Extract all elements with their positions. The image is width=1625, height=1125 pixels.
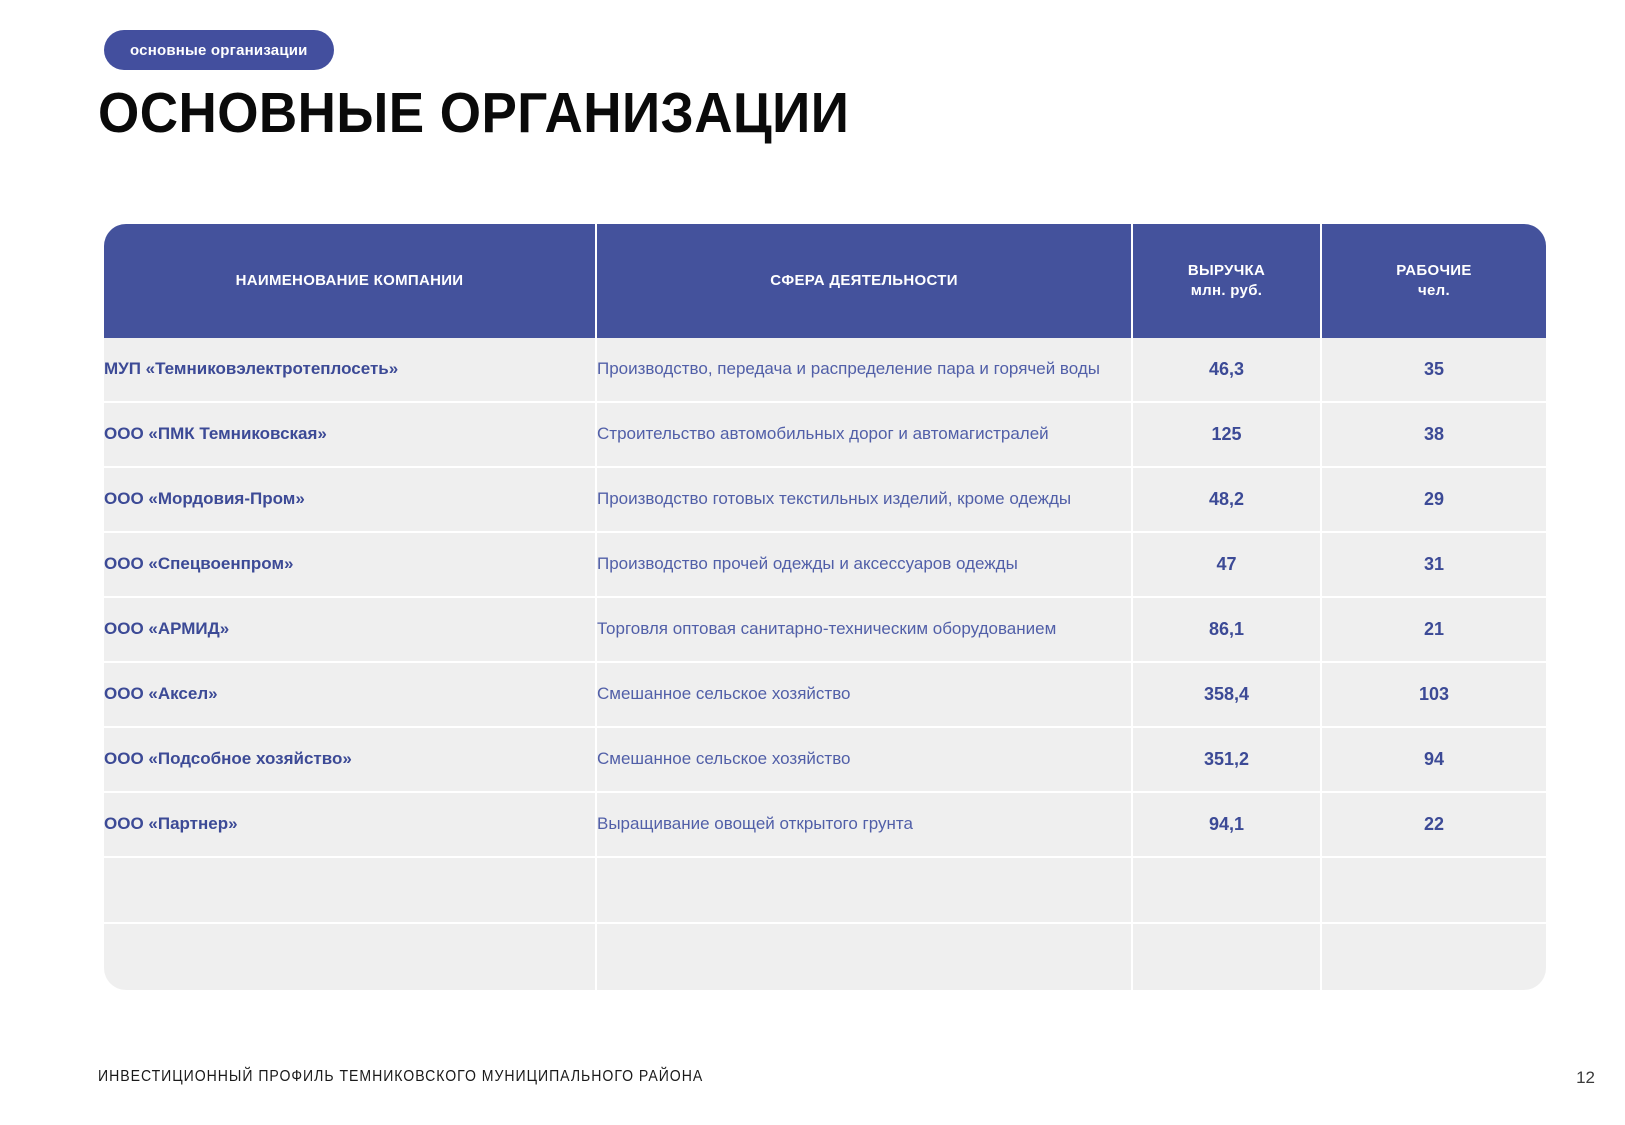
page-number: 12	[1576, 1068, 1595, 1087]
organizations-table: НАИМЕНОВАНИЕ КОМПАНИИ СФЕРА ДЕЯТЕЛЬНОСТИ…	[104, 224, 1546, 990]
cell-workers: 29	[1322, 468, 1546, 533]
cell-company: МУП «Темниковэлектротеплосеть»	[104, 338, 597, 403]
column-header-revenue-title: ВЫРУЧКА	[1187, 261, 1266, 279]
table-row: ООО «Подсобное хозяйство» Смешанное сельс…	[104, 728, 1546, 793]
column-header-workers-unit: чел.	[1418, 282, 1450, 299]
cell-revenue: 46,3	[1133, 338, 1322, 403]
column-header-workers: РАБОЧИЕ чел.	[1322, 224, 1546, 338]
cell-revenue: 94,1	[1133, 793, 1322, 858]
cell-company: ООО «ПМК Темниковская»	[104, 403, 597, 468]
cell-company: ООО «АРМИД»	[104, 598, 597, 663]
column-header-workers-title: РАБОЧИЕ	[1396, 261, 1472, 279]
cell-company: ООО «Подсобное хозяйство»	[104, 728, 597, 793]
cell-company	[104, 924, 597, 990]
cell-sphere	[597, 924, 1133, 990]
cell-workers: 22	[1322, 793, 1546, 858]
table-row: ООО «ПМК Темниковская» Строительство авто…	[104, 403, 1546, 468]
cell-sphere: Торговля оптовая санитарно-техническим о…	[597, 598, 1133, 663]
cell-workers: 35	[1322, 338, 1546, 403]
cell-workers: 38	[1322, 403, 1546, 468]
cell-revenue: 47	[1133, 533, 1322, 598]
section-badge: основные организации	[104, 30, 334, 70]
footer-document-title: ИНВЕСТИЦИОННЫЙ ПРОФИЛЬ ТЕМНИКОВСКОГО МУН…	[98, 1068, 704, 1085]
cell-revenue: 125	[1133, 403, 1322, 468]
cell-company: ООО «Партнер»	[104, 793, 597, 858]
cell-company: ООО «Мордовия-Пром»	[104, 468, 597, 533]
table-row: ООО «Мордовия-Пром» Производство готовых …	[104, 468, 1546, 533]
cell-sphere	[597, 858, 1133, 924]
column-header-company: НАИМЕНОВАНИЕ КОМПАНИИ	[104, 224, 597, 338]
cell-sphere: Производство готовых текстильных изделий…	[597, 468, 1133, 533]
cell-revenue: 358,4	[1133, 663, 1322, 728]
table-row: МУП «Темниковэлектротеплосеть» Производст…	[104, 338, 1546, 403]
page-title: ОСНОВНЫЕ ОРГАНИЗАЦИИ	[98, 81, 850, 145]
cell-revenue: 86,1	[1133, 598, 1322, 663]
cell-company: ООО «Аксел»	[104, 663, 597, 728]
cell-sphere: Производство, передача и распределение п…	[597, 338, 1133, 403]
cell-workers: 21	[1322, 598, 1546, 663]
table-header-row: НАИМЕНОВАНИЕ КОМПАНИИ СФЕРА ДЕЯТЕЛЬНОСТИ…	[104, 224, 1546, 338]
cell-sphere: Выращивание овощей открытого грунта	[597, 793, 1133, 858]
cell-workers	[1322, 924, 1546, 990]
cell-workers	[1322, 858, 1546, 924]
cell-company	[104, 858, 597, 924]
table-row-empty	[104, 858, 1546, 924]
cell-sphere: Смешанное сельское хозяйство	[597, 663, 1133, 728]
cell-revenue	[1133, 924, 1322, 990]
organizations-table-wrapper: НАИМЕНОВАНИЕ КОМПАНИИ СФЕРА ДЕЯТЕЛЬНОСТИ…	[104, 224, 1546, 990]
cell-sphere: Производство прочей одежды и аксессуаров…	[597, 533, 1133, 598]
cell-revenue	[1133, 858, 1322, 924]
cell-sphere: Строительство автомобильных дорог и авто…	[597, 403, 1133, 468]
cell-workers: 103	[1322, 663, 1546, 728]
table-body: МУП «Темниковэлектротеплосеть» Производст…	[104, 338, 1546, 990]
column-header-sphere: СФЕРА ДЕЯТЕЛЬНОСТИ	[597, 224, 1133, 338]
cell-sphere: Смешанное сельское хозяйство	[597, 728, 1133, 793]
column-header-revenue-unit: млн. руб.	[1190, 282, 1263, 299]
table-row: ООО «Спецвоенпром» Производство прочей од…	[104, 533, 1546, 598]
cell-workers: 94	[1322, 728, 1546, 793]
table-row: ООО «АРМИД» Торговля оптовая санитарно-те…	[104, 598, 1546, 663]
column-header-revenue: ВЫРУЧКА млн. руб.	[1133, 224, 1322, 338]
cell-company: ООО «Спецвоенпром»	[104, 533, 597, 598]
table-row: ООО «Аксел» Смешанное сельское хозяйство 3…	[104, 663, 1546, 728]
table-row: ООО «Партнер» Выращивание овощей открытог…	[104, 793, 1546, 858]
table-row-empty	[104, 924, 1546, 990]
cell-revenue: 48,2	[1133, 468, 1322, 533]
cell-revenue: 351,2	[1133, 728, 1322, 793]
cell-workers: 31	[1322, 533, 1546, 598]
section-badge-label: основные организации	[130, 41, 308, 59]
